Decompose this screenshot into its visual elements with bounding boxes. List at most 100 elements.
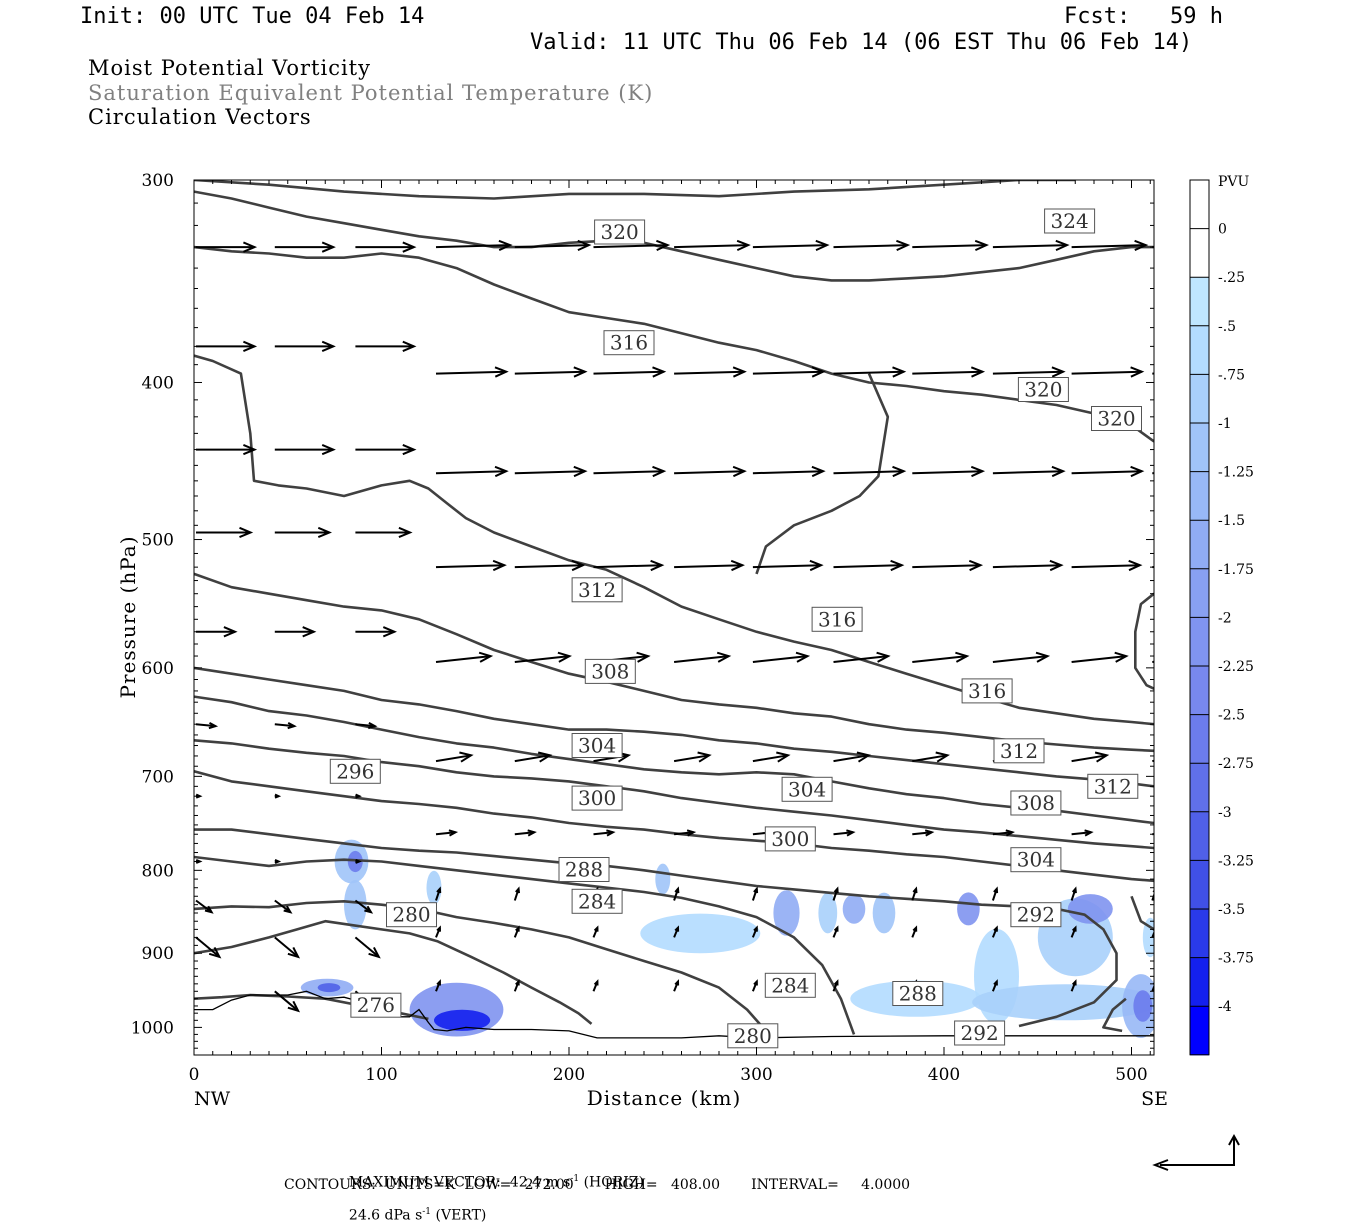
circulation-vector (196, 340, 258, 353)
vector-shaft (1152, 372, 1154, 375)
vector-shaft (833, 564, 902, 569)
vector-shaft (833, 655, 889, 663)
vector-head (283, 905, 293, 914)
mpv-blob (1133, 990, 1153, 1022)
contour-label-text: 300 (771, 827, 809, 851)
contour-label: 312 (571, 577, 623, 603)
circulation-vector (832, 925, 839, 938)
circulation-vector (196, 626, 238, 638)
x-tick-label: 300 (740, 1065, 772, 1085)
colorbar-swatch (1190, 714, 1209, 764)
contour-label-text: 320 (601, 220, 639, 244)
colorbar-label: -2.25 (1218, 659, 1254, 675)
vector-head (1128, 559, 1143, 572)
contour-label-text: 316 (968, 679, 1006, 703)
colorbar-label: -3.5 (1218, 902, 1245, 918)
colorbar-swatch (1190, 374, 1209, 424)
circulation-vector (1071, 239, 1149, 252)
circulation-vector (1152, 566, 1154, 569)
theta-es-contour-312 (194, 572, 1154, 753)
vector-shaft (1071, 244, 1146, 249)
contour-label: 316 (961, 678, 1013, 704)
circulation-vector (832, 979, 839, 992)
contour-label-box (1044, 208, 1096, 234)
vector-shaft (1071, 655, 1127, 663)
title-mpv: Moist Potential Vorticity (88, 56, 371, 80)
circulation-vector (514, 751, 553, 763)
vector-head (896, 239, 911, 252)
vector-head (478, 651, 494, 663)
colorbar-swatch (1190, 423, 1209, 473)
vector-head (1114, 651, 1129, 663)
circulation-vector (912, 366, 986, 378)
contour-label: 288 (558, 857, 610, 882)
circulation-vector (673, 886, 680, 901)
contour-label-box (892, 981, 944, 1006)
vector-shaft (514, 831, 535, 836)
circulation-vector (992, 239, 1070, 252)
vector-head (355, 858, 362, 864)
circulation-vector (355, 626, 397, 638)
circulation-vector (674, 829, 697, 837)
vector-shaft (593, 370, 664, 375)
vector-shaft (992, 470, 1064, 475)
colorbar-label: -.75 (1218, 367, 1245, 383)
colorbar-label: 0 (1218, 222, 1227, 238)
colorbar-swatch (1190, 228, 1209, 278)
circulation-vector (196, 241, 258, 253)
contour-label-text: 312 (578, 578, 616, 602)
colorbar-label: -3.25 (1218, 853, 1254, 869)
contour-label-box (571, 785, 623, 811)
circulation-vector (514, 366, 588, 378)
colorbar-swatch (1190, 811, 1209, 861)
circulation-vector (593, 239, 671, 252)
contour-label-box (571, 733, 623, 758)
vector-head (527, 829, 537, 837)
contour-label-box (764, 826, 816, 852)
colorbar-label: -1 (1218, 416, 1232, 432)
circulation-vector (751, 979, 758, 992)
vector-head (195, 858, 203, 864)
circulation-vector (1071, 829, 1094, 837)
mpv-blob (655, 863, 671, 895)
vector-head (515, 886, 520, 894)
colorbar-swatch (1190, 763, 1209, 813)
colorbar: PVU 0 -.25 -.5 -.75 -1 -1.25 -1.5 -1.75 -2 -2.25 -2… (1189, 174, 1254, 1056)
vector-head (494, 465, 509, 478)
contour-label-text: 280 (734, 1024, 772, 1048)
vector-head (448, 829, 459, 837)
vector-head (498, 239, 513, 252)
contour-label-box (961, 678, 1013, 704)
contour-label: 308 (584, 658, 636, 684)
colorbar-swatch (1190, 957, 1209, 1007)
vector-head (1051, 366, 1066, 378)
colorbar-label: -1.75 (1218, 562, 1254, 578)
circulation-vector (514, 465, 588, 478)
circulation-vector (992, 651, 1051, 663)
contour-label-text: 288 (565, 858, 603, 882)
forecast-hour: Fcst: 59 h (1064, 4, 1223, 29)
vector-head (815, 239, 830, 252)
vector-shaft (195, 723, 216, 728)
vector-head (204, 905, 214, 914)
mpv-shading (300, 839, 1154, 1038)
vector-shaft (514, 244, 589, 249)
contour-label-box (993, 738, 1045, 764)
circulation-vector (833, 751, 872, 763)
circulation-vector (1070, 886, 1077, 901)
vector-shaft (833, 831, 854, 836)
mpv-blob (317, 983, 341, 993)
contour-label-box (329, 758, 381, 784)
y-tick-label: 1000 (131, 1018, 174, 1038)
theta-es-contour-308 (194, 666, 1154, 788)
contour-label-text: 292 (1017, 903, 1055, 927)
contour-label: 316 (811, 606, 863, 632)
circulation-vector (912, 829, 935, 837)
title-theta-es: Saturation Equivalent Potential Temperat… (88, 81, 654, 105)
y-tick-label: 800 (142, 861, 174, 881)
valid-time: Valid: 11 UTC Thu 06 Feb 14 (06 EST Thu … (530, 30, 1193, 55)
vector-head (367, 722, 378, 730)
contour-label-text: 284 (771, 973, 809, 997)
vector-head (811, 366, 826, 378)
